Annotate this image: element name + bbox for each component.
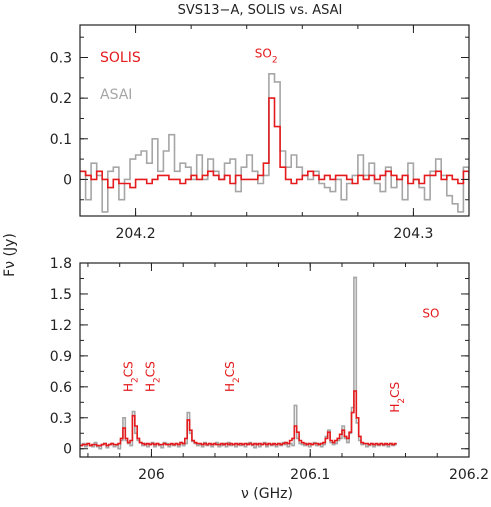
y-tick-label: 0.6	[50, 380, 72, 396]
series-asai-line	[80, 276, 397, 450]
y-tick-label: 0.1	[50, 132, 72, 148]
series-solis-line	[80, 97, 469, 189]
line-annotation: SO2	[255, 47, 278, 66]
line-annotation: H2CS	[144, 361, 163, 392]
x-axis-label: ν (GHz)	[241, 486, 293, 502]
line-annotation: H2CS	[121, 361, 140, 392]
y-tick-label: 0.3	[50, 51, 72, 67]
legend-entry-solis: SOLIS	[100, 50, 141, 66]
legend-entry-asai: ASAI	[100, 87, 132, 103]
plot-frame	[79, 24, 470, 217]
y-axis-label: Fν (Jy)	[2, 233, 18, 277]
x-tick-label: 206.2	[449, 467, 489, 483]
y-tick-label: 1.8	[50, 256, 72, 272]
y-tick-label: 0.9	[50, 349, 72, 365]
y-tick-label: 1.2	[50, 318, 72, 334]
line-annotation: H2CS	[223, 361, 242, 392]
y-tick-label: 0.2	[50, 91, 72, 107]
y-tick-label: 0.3	[50, 411, 72, 427]
x-tick-label: 204.3	[393, 226, 433, 242]
line-annotation: H2CS	[388, 382, 407, 413]
x-tick-label: 206.1	[290, 467, 330, 483]
series-solis-line	[80, 390, 397, 447]
y-tick-label: 1.5	[50, 287, 72, 303]
y-tick-label: 0	[63, 442, 72, 458]
y-tick-label: 0	[63, 172, 72, 188]
top-panel: 0 0.1 0.2 0.3 204.2 204.3 SOLIS ASAI SO2	[50, 24, 470, 242]
line-annotation: SO	[422, 307, 439, 321]
x-tick-label: 204.2	[116, 226, 156, 242]
plot-frame	[79, 262, 470, 458]
x-tick-label: 206	[138, 467, 165, 483]
chart-title: SVS13−A, SOLIS vs. ASAI	[178, 3, 343, 18]
series-asai-line	[80, 73, 469, 213]
